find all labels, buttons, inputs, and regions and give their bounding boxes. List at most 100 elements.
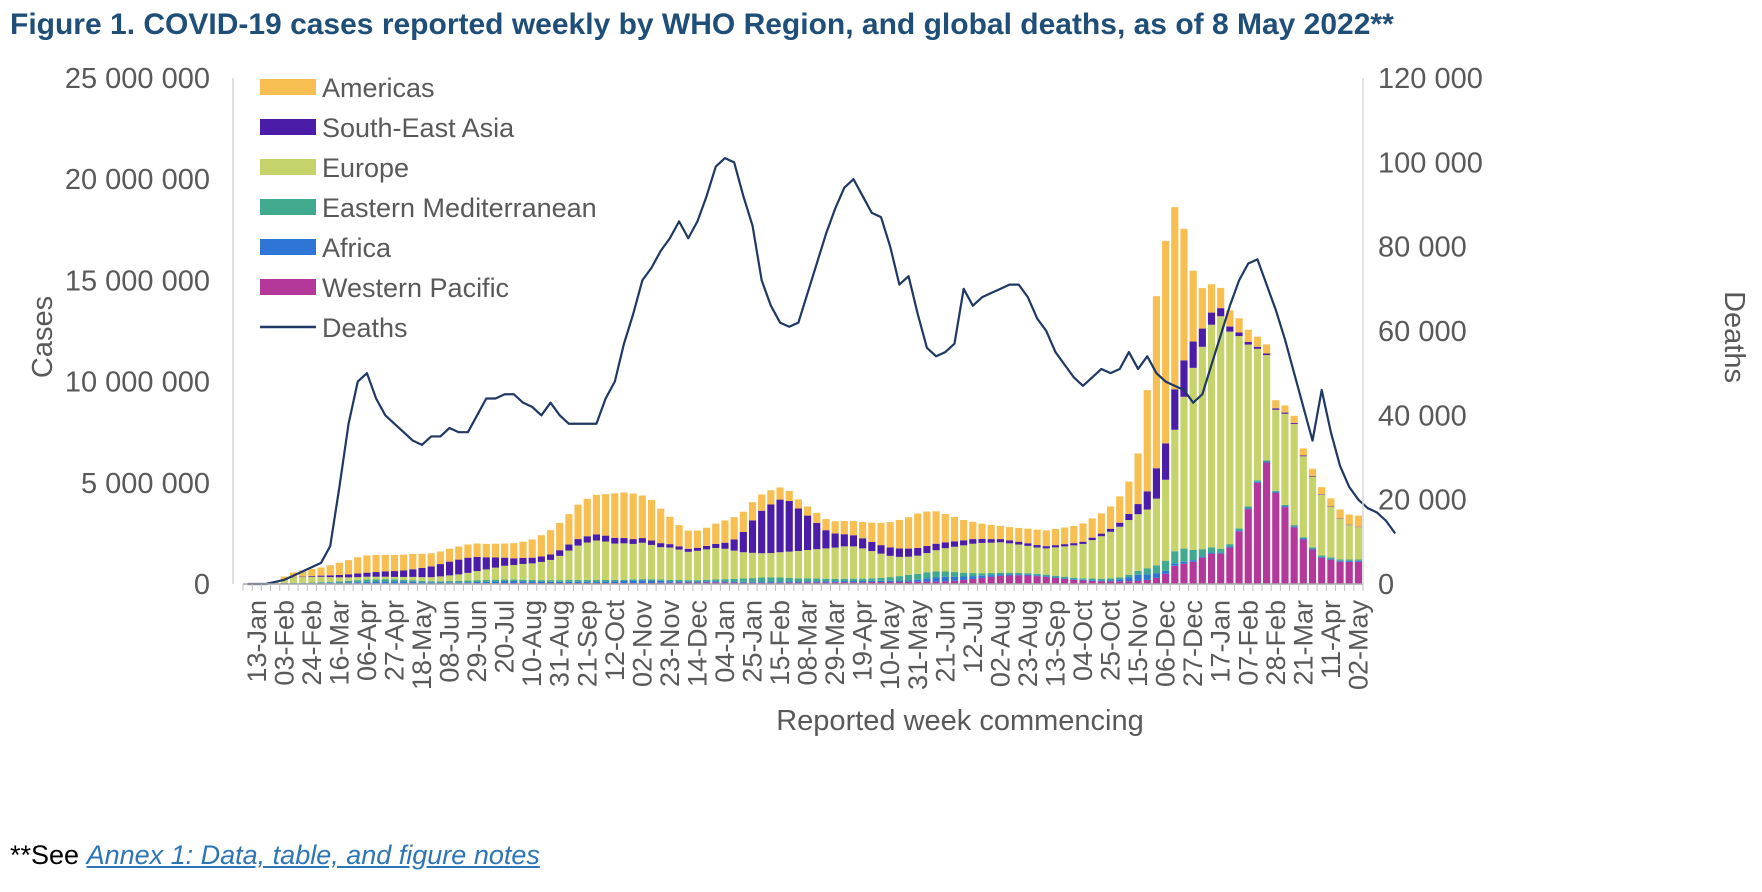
bar-africa-12 [354, 582, 362, 584]
x-tick-label-17: 04-Jan [710, 600, 740, 683]
x-tick-label-27: 02-Aug [985, 600, 1015, 687]
bar-south-east-asia-96 [1125, 513, 1133, 521]
bar-western-pacific-63 [822, 582, 830, 584]
bar-south-east-asia-116 [1308, 475, 1317, 477]
deaths-line [247, 157, 1397, 586]
bar-africa-121 [1354, 560, 1362, 562]
bar-western-pacific-97 [1134, 580, 1142, 584]
bar-americas-46 [666, 516, 674, 545]
bar-europe-49 [693, 550, 702, 581]
bar-eastern-mediterranean-42 [629, 579, 637, 581]
bar-europe-64 [831, 547, 839, 579]
bar-eastern-mediterranean-90 [1070, 577, 1078, 580]
bar-western-pacific-84 [1015, 575, 1023, 584]
bar-americas-68 [868, 522, 876, 542]
bar-africa-110 [1253, 481, 1262, 483]
bar-americas-20 [427, 553, 435, 567]
bar-eastern-mediterranean-30 [519, 579, 527, 582]
bar-africa-24 [464, 582, 472, 584]
bar-americas-9 [326, 565, 334, 576]
bar-americas-97 [1134, 453, 1142, 505]
bar-south-east-asia-75 [932, 543, 940, 551]
bar-south-east-asia-106 [1217, 308, 1225, 317]
y2-tick-label-4: 80 000 [1378, 232, 1467, 264]
bar-africa-63 [822, 581, 830, 583]
bar-south-east-asia-102 [1180, 360, 1188, 397]
bar-eastern-mediterranean-85 [1024, 573, 1032, 575]
x-tick-label-12: 21-Sep [572, 600, 602, 687]
y-axis-title: Cases [27, 296, 59, 378]
legend-swatch-americas [260, 79, 316, 95]
y2-tick-label-6: 120 000 [1378, 63, 1483, 95]
annex-link[interactable]: Annex 1: Data, table, and figure notes [86, 840, 540, 870]
bar-americas-55 [748, 502, 757, 521]
bar-africa-79 [969, 576, 977, 579]
bar-south-east-asia-7 [308, 576, 316, 577]
bar-americas-44 [647, 500, 656, 541]
bar-south-east-asia-32 [537, 556, 545, 562]
bar-europe-94 [1106, 531, 1115, 579]
bar-africa-48 [684, 581, 692, 583]
bar-americas-111 [1263, 344, 1271, 354]
bar-americas-69 [877, 522, 885, 546]
bar-western-pacific-100 [1162, 573, 1170, 584]
bar-africa-60 [794, 581, 802, 583]
bar-eastern-mediterranean-88 [1051, 575, 1060, 578]
bar-americas-115 [1299, 448, 1307, 456]
bar-africa-86 [1033, 575, 1041, 577]
bar-south-east-asia-47 [675, 546, 683, 550]
bar-americas-24 [464, 544, 472, 558]
bar-africa-93 [1097, 580, 1105, 582]
bar-africa-38 [592, 581, 601, 583]
bar-europe-111 [1263, 355, 1271, 461]
bar-americas-94 [1106, 506, 1115, 529]
bar-africa-62 [813, 581, 821, 583]
bar-africa-100 [1162, 570, 1170, 574]
bar-eastern-mediterranean-52 [721, 579, 729, 582]
legend-swatch-eastern-mediterranean [260, 199, 316, 215]
bar-africa-59 [785, 581, 793, 583]
bar-western-pacific-120 [1345, 561, 1353, 584]
bar-americas-60 [794, 499, 802, 509]
x-tick-label-36: 07-Feb [1233, 600, 1263, 686]
bar-south-east-asia-13 [363, 572, 371, 577]
bar-americas-88 [1051, 528, 1060, 546]
bar-western-pacific-66 [849, 582, 858, 584]
bar-americas-28 [501, 543, 509, 558]
bar-europe-108 [1235, 336, 1243, 529]
x-tick-label-14: 02-Nov [627, 600, 657, 688]
bar-south-east-asia-27 [491, 557, 500, 568]
bar-eastern-mediterranean-105 [1207, 547, 1216, 553]
bar-eastern-mediterranean-120 [1345, 559, 1353, 561]
bar-eastern-mediterranean-35 [565, 579, 573, 582]
legend-swatch-europe [260, 159, 316, 175]
bar-europe-68 [868, 551, 876, 579]
bar-eastern-mediterranean-70 [886, 577, 894, 581]
bar-south-east-asia-40 [611, 537, 619, 544]
bar-western-pacific-67 [859, 582, 867, 584]
bar-western-pacific-77 [950, 580, 959, 584]
y2-axis-title: Deaths [1718, 291, 1750, 383]
bar-europe-74 [923, 553, 931, 573]
x-tick-label-8: 29-Jun [462, 600, 492, 683]
bar-americas-41 [620, 492, 628, 539]
bar-south-east-asia-89 [1061, 544, 1069, 547]
bar-south-east-asia-49 [693, 547, 702, 551]
y-tick-label-1: 5 000 000 [81, 468, 210, 500]
bar-western-pacific-64 [831, 582, 839, 584]
bar-americas-86 [1033, 529, 1041, 546]
bar-south-east-asia-117 [1318, 494, 1326, 495]
bar-south-east-asia-38 [592, 534, 601, 541]
bar-africa-80 [978, 575, 986, 578]
bar-eastern-mediterranean-18 [409, 580, 417, 582]
bar-eastern-mediterranean-8 [317, 582, 325, 583]
bar-south-east-asia-115 [1299, 455, 1307, 457]
bar-americas-49 [693, 530, 702, 548]
bar-south-east-asia-99 [1152, 468, 1161, 499]
bar-europe-100 [1162, 479, 1170, 561]
bar-europe-29 [510, 564, 518, 580]
bar-south-east-asia-36 [574, 539, 582, 546]
bar-south-east-asia-88 [1051, 545, 1060, 548]
bar-south-east-asia-72 [904, 548, 913, 557]
bar-western-pacific-85 [1024, 575, 1032, 584]
